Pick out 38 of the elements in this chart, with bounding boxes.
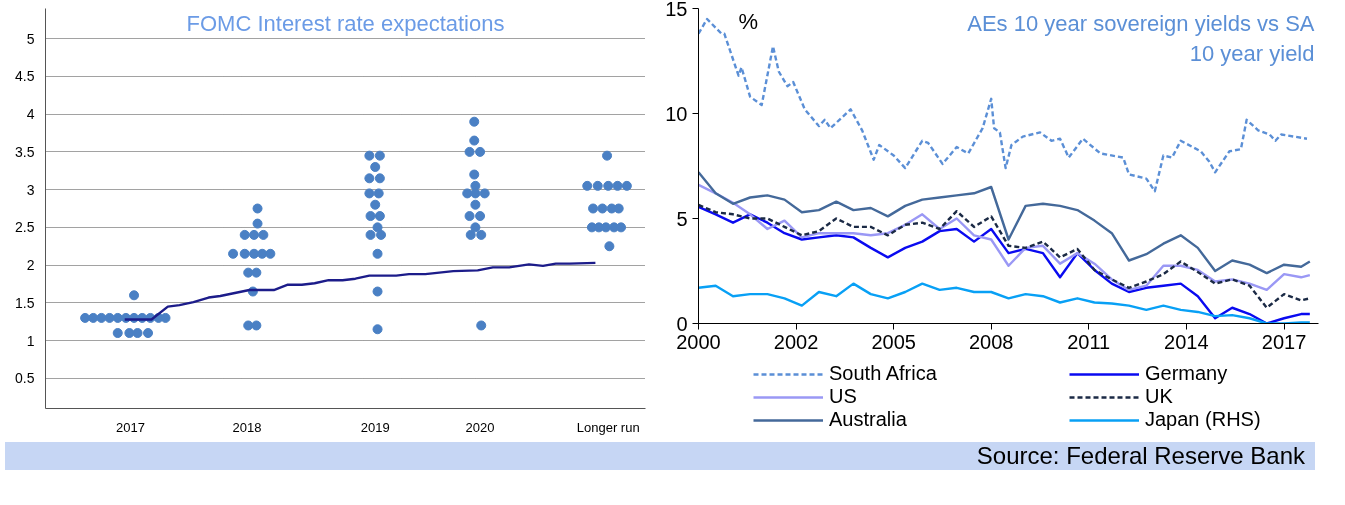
x-tick-label: Longer run [576, 419, 640, 435]
x-tick-label: 2005 [871, 330, 916, 353]
source-note: Source: Federal Reserve Bank [976, 442, 1305, 470]
text: AEs 10 year sovereign yields vs SA 10 year yield [967, 10, 1315, 66]
y-tick-label: 5 [26, 30, 35, 47]
x-tick-label: 2008 [968, 330, 1014, 353]
y-tick-label: 4 [26, 106, 35, 123]
y-tick-label: 4.5 [15, 68, 35, 85]
x-tick-label: 2017 [1261, 330, 1307, 353]
x-tick-label: 2020 [465, 419, 495, 435]
y-tick-label: 15 [665, 0, 688, 20]
line-series [698, 282, 1312, 324]
y-tick-label: 2 [26, 257, 35, 274]
legend-label: Japan (RHS) [1145, 408, 1262, 431]
legend-label: US [829, 385, 858, 408]
chart-title: FOMC Interest rate expectations [186, 10, 505, 36]
x-tick-label: 2014 [1164, 330, 1209, 353]
legend-label: UK [1145, 385, 1174, 408]
line-series [698, 171, 1312, 275]
x-tick-label: 2018 [232, 419, 262, 435]
x-tick-label: 2011 [1067, 330, 1111, 353]
y-tick-label: 3.5 [15, 143, 35, 160]
line-series [698, 183, 1312, 292]
line-series [123, 261, 597, 321]
x-tick-label: 2002 [773, 330, 819, 353]
y-tick-label: 10 [665, 102, 688, 125]
legend-label: Germany [1145, 362, 1229, 385]
y-tick-label: 3 [26, 181, 35, 198]
y-axis-title: % [738, 8, 759, 34]
legend-label: South Africa [829, 362, 938, 385]
legend-label: Australia [829, 408, 908, 431]
y-tick-label: 0.5 [15, 370, 35, 387]
x-tick-label: 2017 [116, 419, 146, 435]
y-tick-label: 1 [26, 332, 35, 349]
y-tick-label: 1.5 [15, 294, 35, 311]
x-tick-label: 2019 [360, 419, 390, 435]
y-tick-label: 2.5 [15, 219, 35, 236]
y-tick-label: 5 [676, 207, 688, 230]
